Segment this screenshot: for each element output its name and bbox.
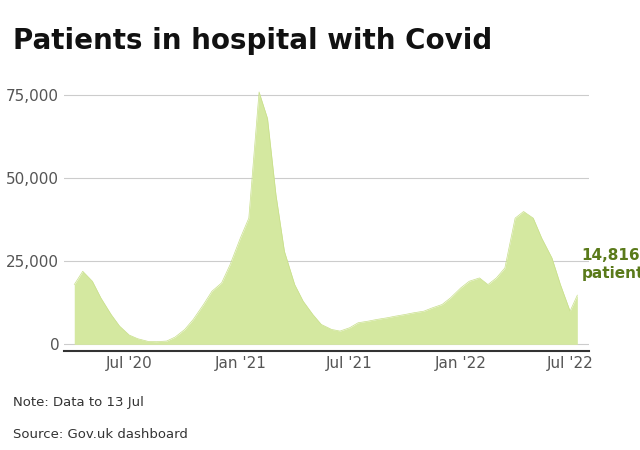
Text: 14,816
patients: 14,816 patients xyxy=(582,248,640,281)
Text: Source: Gov.uk dashboard: Source: Gov.uk dashboard xyxy=(13,428,188,441)
Text: Patients in hospital with Covid: Patients in hospital with Covid xyxy=(13,27,492,55)
Text: Note: Data to 13 Jul: Note: Data to 13 Jul xyxy=(13,396,143,409)
Text: BBC: BBC xyxy=(567,414,604,432)
